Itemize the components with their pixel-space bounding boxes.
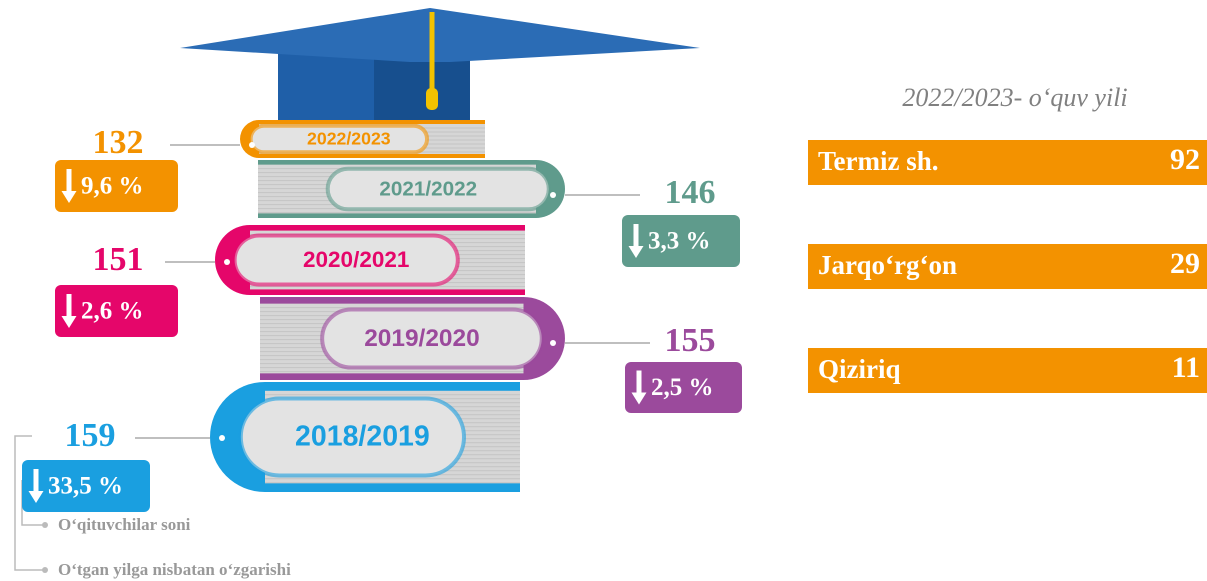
graduation-cap <box>180 8 700 123</box>
dot <box>550 340 556 346</box>
book-year: 2021/2022 <box>379 177 477 200</box>
change-value: 3,3 % <box>648 228 711 255</box>
district-name: Qiziriq <box>818 354 901 384</box>
infographic: 2022/2023- o‘quv yili O‘qituvchilar soni… <box>0 0 1207 581</box>
book-year: 2019/2020 <box>364 325 480 352</box>
change-value: 9,6 % <box>81 173 144 200</box>
book-year: 2020/2021 <box>303 247 409 272</box>
district-name: Termiz sh. <box>818 146 939 176</box>
district-value: 29 <box>1170 247 1200 280</box>
book-year: 2022/2023 <box>307 129 391 149</box>
book: 2019/2020 <box>260 297 565 380</box>
dot <box>219 435 225 441</box>
teacher-count: 151 <box>93 241 144 278</box>
book: 2018/2019 <box>210 382 520 492</box>
district-value: 92 <box>1170 143 1200 176</box>
dot <box>224 259 230 265</box>
teacher-count: 146 <box>665 174 716 211</box>
dot <box>249 142 255 148</box>
change-value: 2,5 % <box>651 374 714 401</box>
panel-title: 2022/2023- o‘quv yili <box>902 83 1127 112</box>
dot <box>550 192 556 198</box>
change-value: 2,6 % <box>81 298 144 325</box>
legend-change: O‘tgan yilga nisbatan o‘zgarishi <box>58 560 291 579</box>
teacher-count: 159 <box>65 417 116 454</box>
book: 2021/2022 <box>258 160 565 218</box>
book: 2022/2023 <box>240 120 485 158</box>
district-value: 11 <box>1172 351 1200 384</box>
district-name: Jarqo‘rg‘on <box>818 250 957 280</box>
book: 2020/2021 <box>215 225 525 295</box>
change-value: 33,5 % <box>48 473 123 500</box>
book-year: 2018/2019 <box>295 421 430 453</box>
teacher-count: 132 <box>93 124 144 161</box>
teacher-count: 155 <box>665 322 716 359</box>
legend-count: O‘qituvchilar soni <box>58 515 191 534</box>
